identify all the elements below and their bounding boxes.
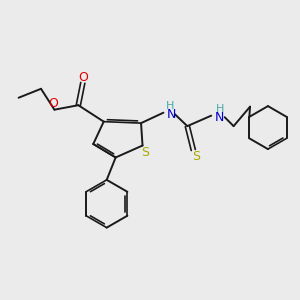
Text: H: H xyxy=(215,104,224,114)
Text: O: O xyxy=(48,97,58,110)
Text: N: N xyxy=(167,108,176,121)
Text: O: O xyxy=(78,71,88,84)
Text: S: S xyxy=(141,146,149,159)
Text: H: H xyxy=(166,101,174,111)
Text: S: S xyxy=(192,150,200,163)
Text: N: N xyxy=(215,111,224,124)
